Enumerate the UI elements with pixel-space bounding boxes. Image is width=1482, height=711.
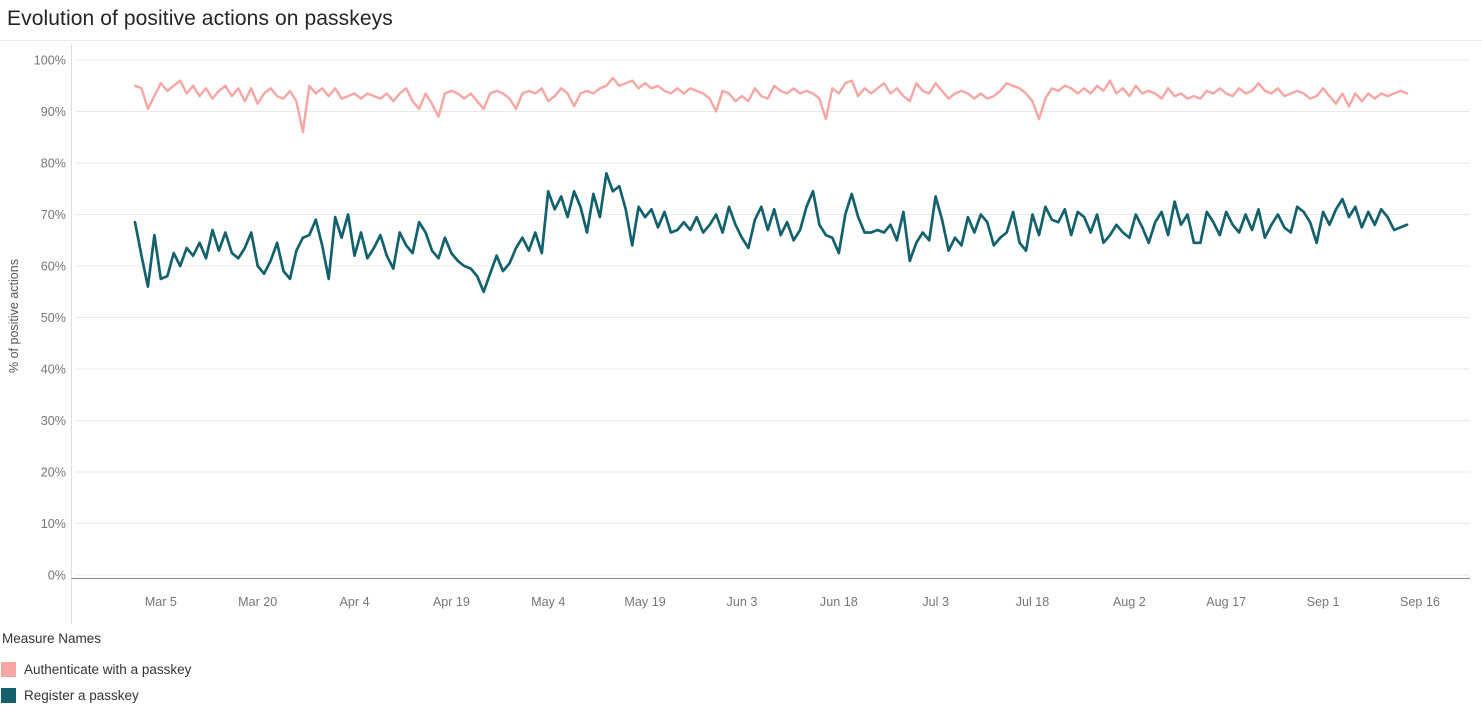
x-tick-label: May 4	[531, 595, 565, 609]
y-axis-title: % of positive actions	[7, 259, 21, 373]
x-tick-label: Aug 2	[1113, 595, 1146, 609]
y-tick-label: 100%	[34, 54, 66, 68]
x-tick-label: Apr 19	[433, 595, 470, 609]
x-tick-label: Mar 5	[145, 595, 177, 609]
x-tick-label: Jun 3	[727, 595, 758, 609]
y-tick-label: 80%	[41, 157, 66, 171]
y-tick-label: 30%	[41, 414, 66, 428]
y-tick-label: 60%	[41, 260, 66, 274]
axis-layer: 0% 10% 20% 30% 40% 50% 60% 70% 80% 90% 100% Mar 5 Ma…	[34, 44, 1470, 624]
legend: Measure Names Authenticate with a passke…	[0, 631, 191, 708]
legend-label-authenticate: Authenticate with a passkey	[24, 661, 192, 677]
x-tick-label: Apr 4	[339, 595, 369, 609]
legend-item-register[interactable]: Register a passkey	[1, 682, 191, 708]
legend-item-authenticate[interactable]: Authenticate with a passkey	[1, 656, 191, 682]
series-line-register[interactable]	[133, 171, 1409, 294]
legend-swatch-authenticate[interactable]	[1, 661, 16, 677]
x-tick-label: Aug 17	[1206, 595, 1246, 609]
grid-layer	[75, 59, 1470, 576]
legend-label-register: Register a passkey	[24, 687, 139, 703]
y-tick-label: 20%	[41, 466, 66, 480]
x-tick-label: Sep 16	[1400, 595, 1440, 609]
x-tick-label: Mar 20	[238, 595, 277, 609]
y-tick-label: 10%	[41, 517, 66, 531]
x-tick-label: Jul 18	[1016, 595, 1050, 609]
y-tick-label: 90%	[41, 105, 66, 119]
x-tick-label: Jul 3	[922, 595, 949, 609]
x-tick-label: May 19	[624, 595, 665, 609]
y-tick-label: 50%	[41, 311, 66, 325]
legend-title: Measure Names	[2, 631, 102, 646]
y-tick-label: 40%	[41, 363, 66, 377]
x-tick-label: Sep 1	[1307, 595, 1340, 609]
legend-swatch-register[interactable]	[1, 687, 16, 703]
y-tick-label: 70%	[41, 208, 66, 222]
page-title: Evolution of positive actions on passkey…	[7, 7, 393, 30]
y-tick-label: 0%	[48, 569, 66, 583]
series-layer	[133, 76, 1409, 294]
title-bar: Evolution of positive actions on passkey…	[0, 0, 1482, 41]
x-tick-label: Jun 18	[820, 595, 858, 609]
series-line-authenticate[interactable]	[133, 76, 1409, 134]
